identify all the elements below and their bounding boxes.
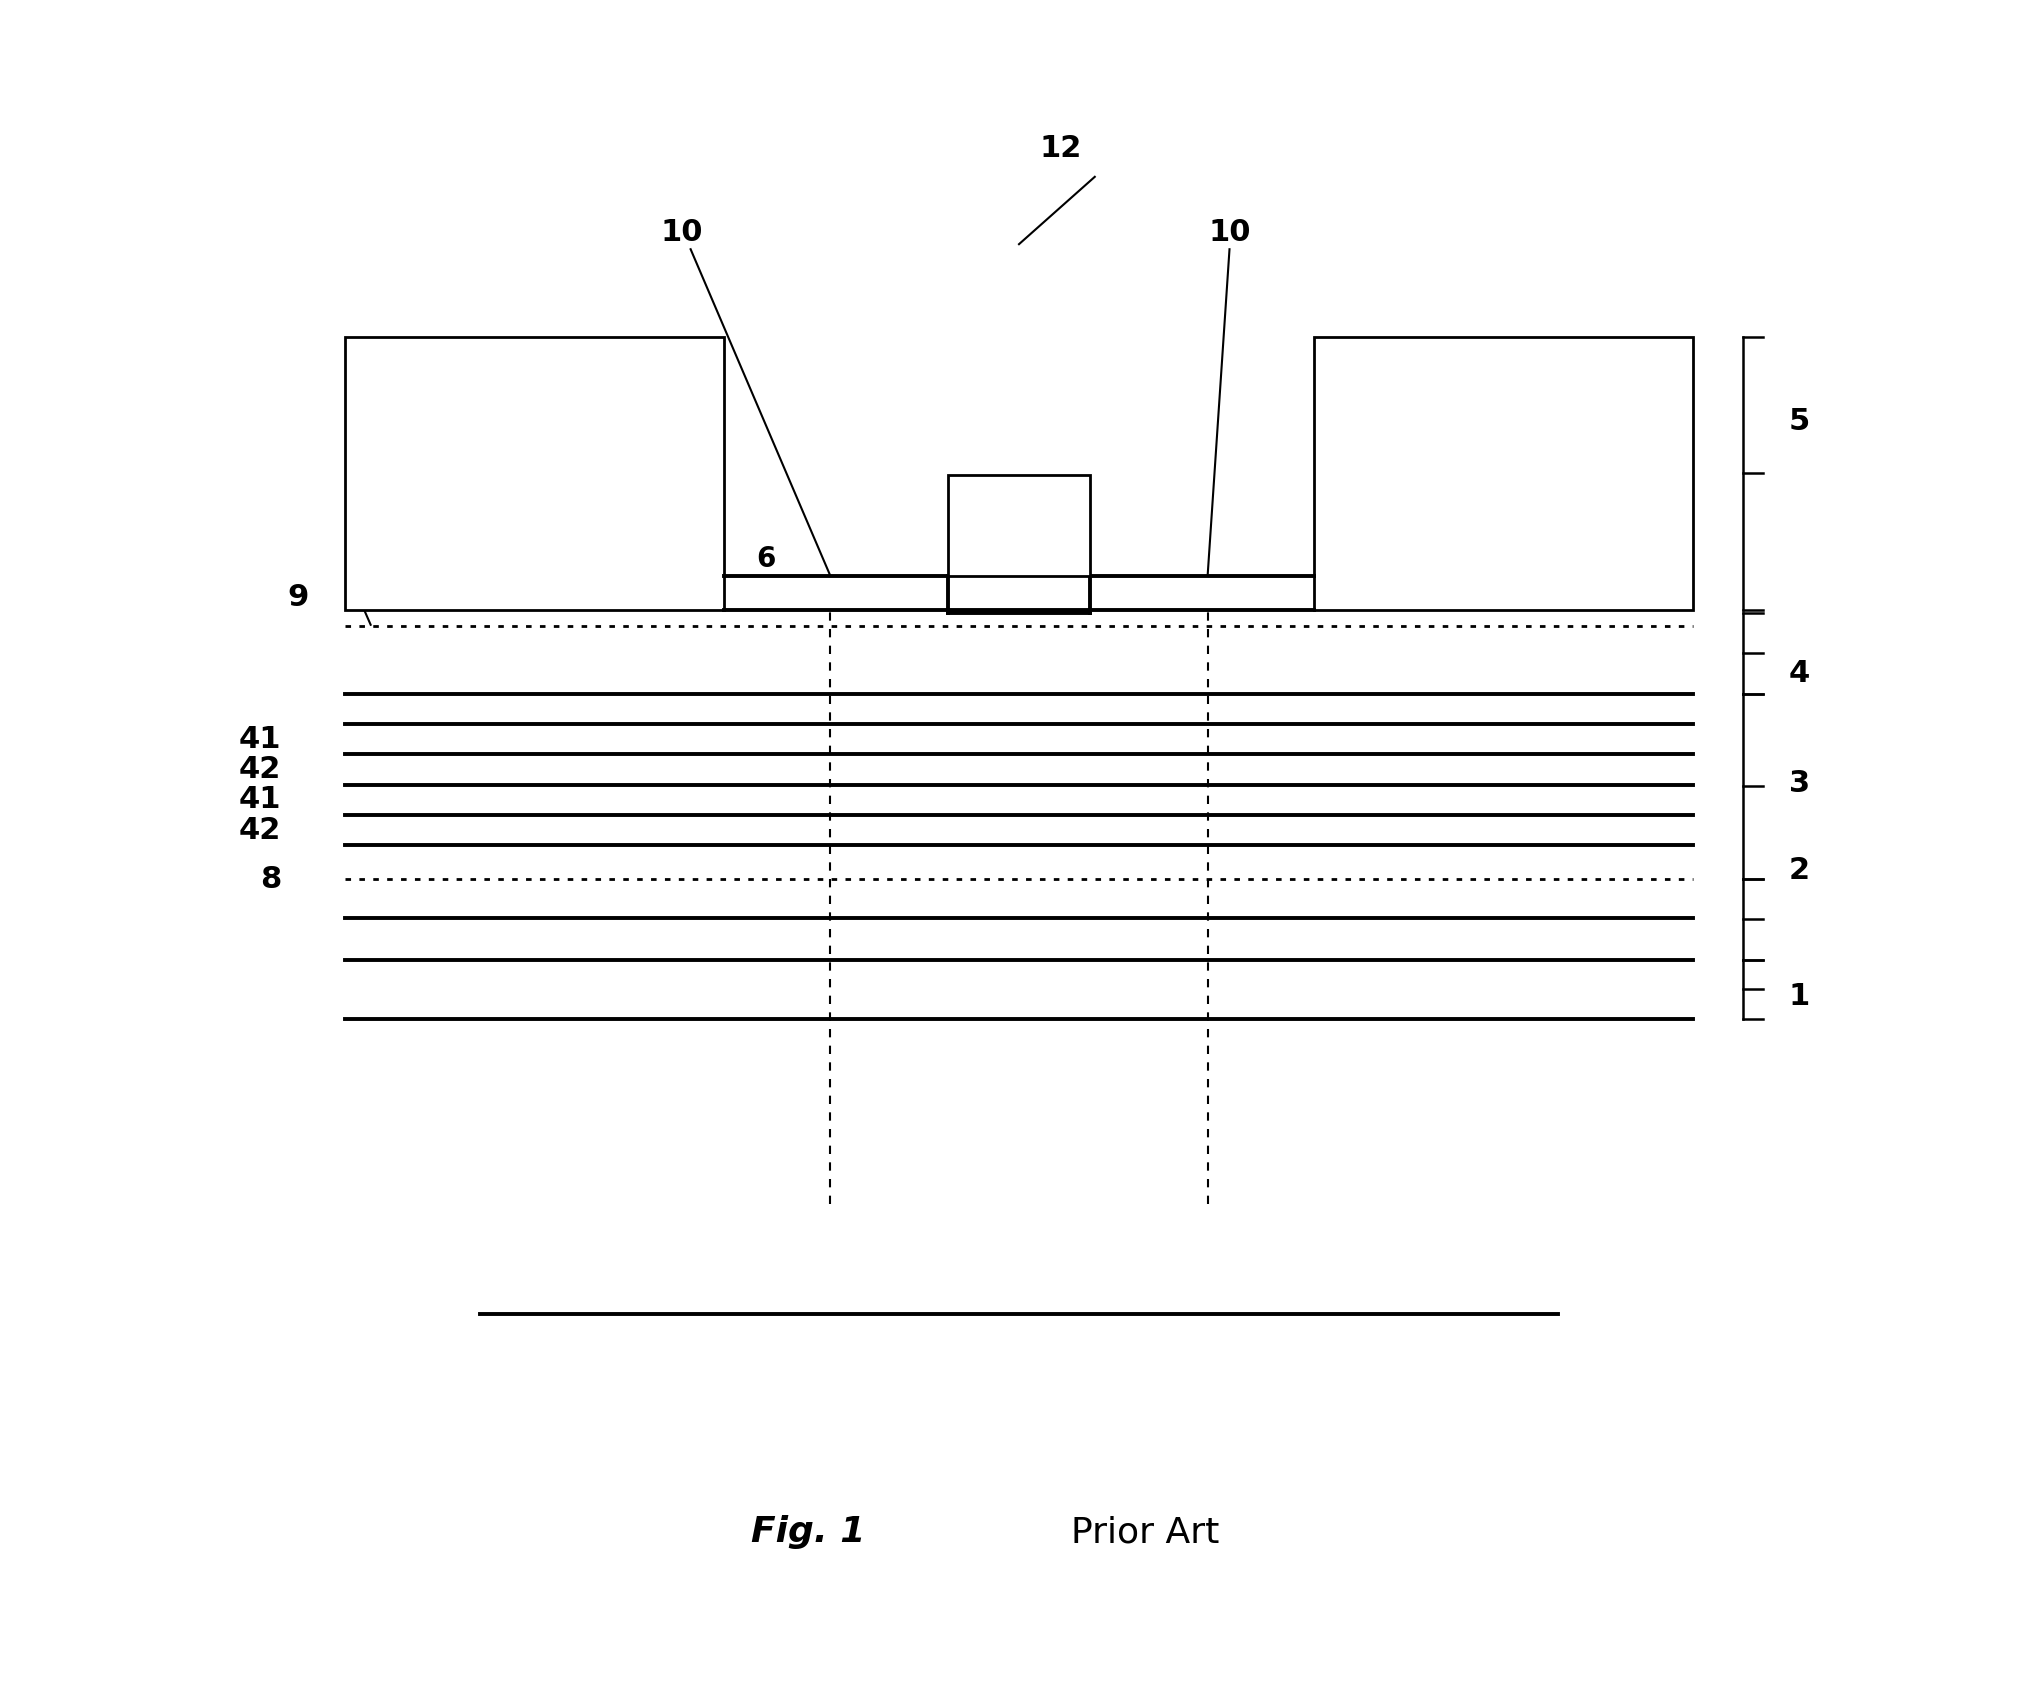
Text: 41: 41 [238, 724, 281, 754]
Text: 41: 41 [238, 785, 281, 815]
Text: 42: 42 [238, 754, 281, 785]
Text: Prior Art: Prior Art [1072, 1516, 1219, 1549]
Text: 11: 11 [514, 456, 556, 487]
Text: 6: 6 [756, 546, 776, 573]
Text: 10: 10 [1209, 217, 1251, 248]
Text: 2: 2 [1789, 855, 1810, 886]
Text: 9: 9 [287, 583, 310, 613]
Text: 5: 5 [1789, 406, 1810, 436]
Text: 1: 1 [1789, 982, 1810, 1012]
Text: Fig. 1: Fig. 1 [752, 1516, 866, 1549]
Text: 42: 42 [238, 815, 281, 845]
Bar [1315, 337, 1694, 610]
Text: 10: 10 [660, 217, 703, 248]
Text: 3: 3 [1789, 768, 1810, 798]
Text: 13: 13 [1431, 456, 1473, 487]
Bar [948, 475, 1090, 576]
Text: 8: 8 [261, 864, 281, 894]
Text: 4: 4 [1789, 658, 1810, 689]
Text: 12: 12 [1039, 133, 1082, 163]
Bar [344, 337, 723, 610]
